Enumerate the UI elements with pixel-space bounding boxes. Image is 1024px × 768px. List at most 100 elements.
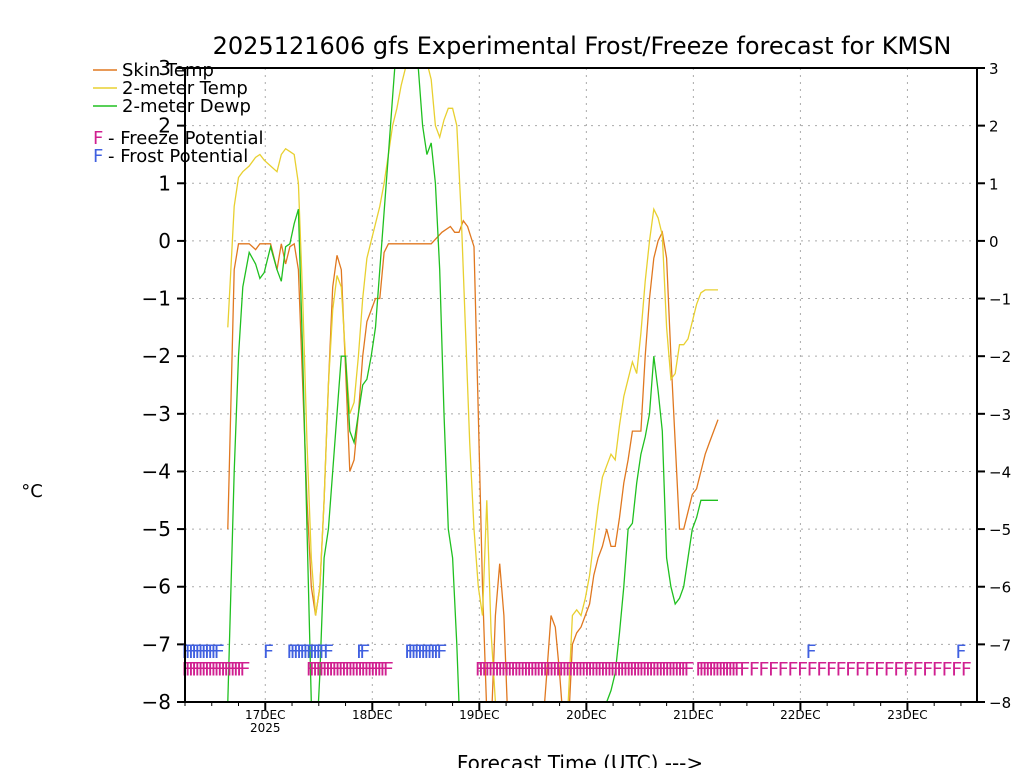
freeze-mark: F — [182, 658, 193, 680]
freeze-mark: F — [961, 658, 972, 680]
freeze-mark: F — [597, 658, 608, 680]
y-tick-label-right: −3 — [989, 406, 1011, 424]
freeze-mark: F — [552, 658, 563, 680]
freeze-mark: F — [724, 658, 735, 680]
frost-mark: F — [299, 641, 310, 663]
freeze-mark: F — [510, 658, 521, 680]
y-tick-label-right: −1 — [989, 291, 1011, 309]
y-tick-label-right: 1 — [989, 175, 999, 193]
frost-mark: F — [188, 641, 199, 663]
freeze-mark: F — [884, 658, 895, 680]
y-tick-label-left: 3 — [158, 56, 171, 80]
frost-mark: F — [433, 641, 444, 663]
freeze-mark: F — [574, 658, 585, 680]
freeze-mark: F — [188, 658, 199, 680]
series-line-2-meter-dewp — [227, 68, 718, 702]
y-tick-label-left: 0 — [158, 229, 171, 253]
freeze-mark: F — [903, 658, 914, 680]
frost-mark: F — [290, 641, 301, 663]
grid-lines — [185, 68, 977, 702]
freeze-mark: F — [639, 658, 650, 680]
freeze-mark: F — [201, 658, 212, 680]
frost-mark: F — [303, 641, 314, 663]
frost-mark: F — [436, 641, 447, 663]
freeze-mark: F — [341, 658, 352, 680]
freeze-mark: F — [562, 658, 573, 680]
legend-entry: Skin Temp — [122, 60, 214, 81]
y-tick-label-left: −5 — [142, 517, 171, 541]
freeze-mark: F — [584, 658, 595, 680]
x-tick-label: 17DEC — [245, 708, 285, 722]
freeze-mark: F — [922, 658, 933, 680]
frost-mark: F — [420, 641, 431, 663]
freeze-mark: F — [731, 658, 742, 680]
freeze-mark: F — [734, 658, 745, 680]
freeze-mark: F — [497, 658, 508, 680]
freeze-mark: F — [513, 658, 524, 680]
freeze-mark: F — [312, 658, 323, 680]
freeze-mark: F — [718, 658, 729, 680]
freeze-mark: F — [507, 658, 518, 680]
freeze-mark: F — [610, 658, 621, 680]
y-tick-label-right: −2 — [989, 348, 1011, 366]
freeze-mark: F — [913, 658, 924, 680]
freeze-mark: F — [739, 658, 750, 680]
frost-mark: F — [198, 641, 209, 663]
freeze-mark: F — [214, 658, 225, 680]
freeze-mark: F — [652, 658, 663, 680]
freeze-mark: F — [642, 658, 653, 680]
y-tick-label-left: −8 — [142, 690, 171, 714]
frost-mark: F — [414, 641, 425, 663]
freeze-mark: F — [635, 658, 646, 680]
frost-mark: F — [296, 641, 307, 663]
freeze-mark: F — [702, 658, 713, 680]
freeze-mark: F — [568, 658, 579, 680]
plot-frame — [184, 67, 978, 703]
frost-mark: F — [207, 641, 218, 663]
freeze-mark: F — [335, 658, 346, 680]
freeze-mark: F — [865, 658, 876, 680]
frost-mark: F — [427, 641, 438, 663]
x-tick-label: 20DEC — [566, 708, 606, 722]
freeze-mark: F — [728, 658, 739, 680]
freeze-mark: F — [855, 658, 866, 680]
frost-mark: F — [191, 641, 202, 663]
freeze-mark: F — [797, 658, 808, 680]
freeze-mark: F — [836, 658, 847, 680]
frost-mark: F — [411, 641, 422, 663]
freeze-mark: F — [951, 658, 962, 680]
freeze-mark: F — [664, 658, 675, 680]
frost-mark: F — [359, 641, 370, 663]
freeze-mark: F — [645, 658, 656, 680]
freeze-mark: F — [555, 658, 566, 680]
freeze-mark: F — [348, 658, 359, 680]
freeze-mark: F — [315, 658, 326, 680]
x-tick-label: 23DEC — [887, 708, 927, 722]
freeze-mark: F — [807, 658, 818, 680]
freeze-mark: F — [571, 658, 582, 680]
frost-mark: F — [306, 641, 317, 663]
freeze-mark: F — [533, 658, 544, 680]
frost-mark: F — [417, 641, 428, 663]
freeze-mark: F — [619, 658, 630, 680]
freeze-mark: F — [357, 658, 368, 680]
frost-mark: F — [407, 641, 418, 663]
y-tick-label-right: −5 — [989, 521, 1011, 539]
freeze-mark: F — [845, 658, 856, 680]
frost-mark: F — [319, 641, 330, 663]
freeze-mark: F — [768, 658, 779, 680]
x-tick-sublabel: 2025 — [250, 721, 281, 735]
frost-mark: F — [201, 641, 212, 663]
freeze-mark: F — [526, 658, 537, 680]
freeze-mark: F — [578, 658, 589, 680]
freeze-mark: F — [721, 658, 732, 680]
freeze-mark: F — [600, 658, 611, 680]
frost-mark: F — [955, 641, 966, 663]
freeze-mark: F — [223, 658, 234, 680]
freeze-mark: F — [787, 658, 798, 680]
freeze-mark: F — [699, 658, 710, 680]
x-axis-label: Forecast Time (UTC) ---> — [457, 751, 703, 768]
freeze-mark: F — [367, 658, 378, 680]
freeze-mark: F — [478, 658, 489, 680]
